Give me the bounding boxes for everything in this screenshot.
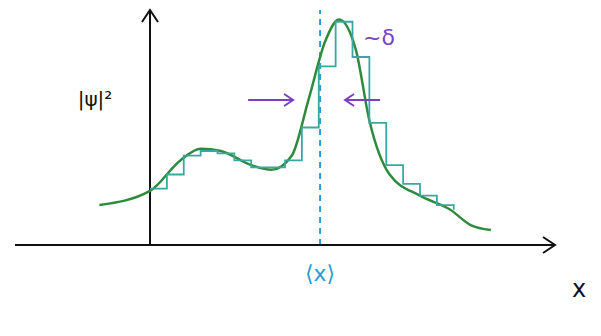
svg-text:|ψ|²: |ψ|² [78,87,113,111]
svg-text:⟨x⟩: ⟨x⟩ [305,261,335,286]
svg-text:~δ: ~δ [363,25,395,50]
svg-text:x: x [572,275,586,303]
